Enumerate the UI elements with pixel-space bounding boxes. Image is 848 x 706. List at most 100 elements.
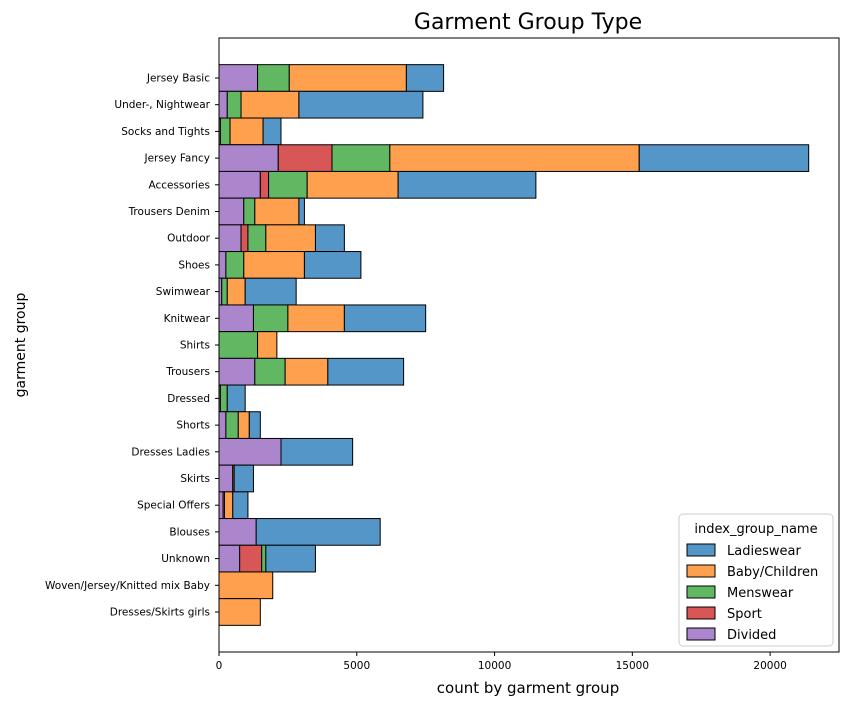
bar-divided bbox=[218, 544, 241, 573]
bars-group bbox=[218, 64, 810, 626]
plot-frame bbox=[218, 37, 840, 653]
y-tick-label: Under-, Nightwear bbox=[114, 99, 210, 111]
bar-ladieswear bbox=[397, 170, 537, 199]
bar-baby-children bbox=[287, 304, 345, 333]
bar-baby-children bbox=[226, 277, 246, 306]
bar-divided bbox=[218, 144, 279, 172]
bar-baby-children bbox=[257, 331, 278, 359]
legend-box bbox=[678, 513, 834, 647]
bar-menswear bbox=[225, 411, 239, 439]
x-tick-label: 0 bbox=[216, 660, 223, 672]
y-tick-label: Unknown bbox=[161, 553, 210, 565]
legend-swatch bbox=[686, 627, 716, 641]
bar-divided bbox=[218, 251, 227, 279]
x-tick-label: 5000 bbox=[343, 660, 370, 672]
y-axis-label: garment group bbox=[13, 293, 29, 398]
bar-ladieswear bbox=[638, 144, 810, 172]
y-tick-label: Trousers Denim bbox=[128, 206, 210, 218]
y-tick-label: Shorts bbox=[176, 420, 210, 432]
bar-divided bbox=[218, 491, 224, 520]
legend-title: index_group_name bbox=[694, 522, 817, 537]
legend-entry: Sport bbox=[727, 607, 762, 622]
bar-sport bbox=[277, 144, 333, 172]
y-tick-label: Socks and Tights bbox=[121, 126, 210, 138]
bar-sport bbox=[239, 544, 263, 573]
bar-ladieswear bbox=[265, 544, 316, 573]
bar-ladieswear bbox=[255, 518, 381, 546]
bar-menswear bbox=[218, 331, 259, 359]
bar-divided bbox=[218, 304, 254, 333]
bar-menswear bbox=[254, 357, 286, 386]
bar-ladieswear bbox=[226, 384, 246, 413]
y-tick-label: Outdoor bbox=[167, 233, 211, 245]
y-tick-label: Trousers bbox=[165, 366, 210, 378]
legend-entry: Ladieswear bbox=[727, 544, 801, 559]
bar-menswear bbox=[257, 64, 290, 92]
y-tick-label: Jersey Basic bbox=[146, 73, 210, 85]
bar-baby-children bbox=[284, 357, 329, 386]
bar-divided bbox=[218, 437, 282, 466]
chart-title: Garment Group Type bbox=[414, 10, 642, 35]
y-tick-label: Special Offers bbox=[137, 500, 210, 512]
y-tick-label: Blouses bbox=[169, 526, 210, 538]
legend-entry: Menswear bbox=[727, 586, 794, 601]
y-tick-label: Accessories bbox=[148, 179, 210, 191]
bar-baby-children bbox=[389, 144, 640, 172]
bar-baby-children bbox=[218, 571, 274, 600]
bar-ladieswear bbox=[327, 357, 405, 386]
bar-divided bbox=[218, 90, 228, 119]
x-axis-label: count by garment group bbox=[437, 679, 619, 697]
y-tick-label: Dresses/Skirts girls bbox=[110, 607, 210, 619]
y-axis: Jersey Basic Under-, Nightwear Socks and T… bbox=[45, 73, 219, 619]
bar-ladieswear bbox=[298, 197, 305, 226]
bar-baby-children bbox=[254, 197, 300, 226]
bar-menswear bbox=[219, 117, 231, 146]
x-axis: 0 5000 10000 15000 20000 bbox=[216, 652, 787, 672]
bar-menswear bbox=[247, 224, 267, 253]
bar-menswear bbox=[219, 384, 228, 413]
y-tick-label: Shirts bbox=[180, 340, 210, 352]
bar-baby-children bbox=[306, 170, 399, 199]
x-tick-label: 15000 bbox=[616, 660, 649, 672]
bar-menswear bbox=[261, 544, 267, 573]
bar-ladieswear bbox=[280, 437, 354, 466]
bar-baby-children bbox=[288, 64, 407, 92]
legend-swatch bbox=[686, 543, 716, 557]
bar-divided bbox=[218, 197, 245, 226]
x-tick-label: 20000 bbox=[753, 660, 786, 672]
bar-baby-children bbox=[229, 117, 264, 146]
bar-menswear bbox=[252, 304, 289, 333]
bar-baby-children bbox=[237, 411, 250, 439]
bar-ladieswear bbox=[262, 117, 282, 146]
bar-ladieswear bbox=[303, 251, 362, 279]
bar-divided bbox=[218, 464, 234, 493]
bar-sport bbox=[240, 224, 249, 253]
legend: index_group_name Ladieswear Baby/Children M… bbox=[678, 513, 834, 647]
y-tick-label: Knitwear bbox=[164, 313, 211, 325]
bar-baby-children bbox=[218, 598, 261, 626]
y-tick-label: Swimwear bbox=[156, 286, 211, 298]
legend-entry: Baby/Children bbox=[727, 565, 818, 580]
bar-baby-children bbox=[265, 224, 316, 253]
bar-ladieswear bbox=[298, 90, 424, 119]
bar-baby-children bbox=[240, 90, 300, 119]
y-tick-label: Shoes bbox=[178, 259, 210, 271]
bar-ladieswear bbox=[314, 224, 345, 253]
y-tick-label: Dresses Ladies bbox=[131, 446, 210, 458]
bar-menswear bbox=[268, 170, 308, 199]
bar-baby-children bbox=[224, 491, 234, 520]
bar-menswear bbox=[243, 197, 256, 226]
bar-baby-children bbox=[243, 251, 305, 279]
bar-divided bbox=[218, 518, 257, 546]
bar-ladieswear bbox=[233, 464, 254, 493]
legend-swatch bbox=[686, 564, 716, 578]
y-tick-label: Jersey Fancy bbox=[143, 153, 210, 165]
bar-divided bbox=[218, 411, 227, 439]
bar-menswear bbox=[221, 277, 228, 306]
bar-sport bbox=[259, 170, 270, 199]
bar-ladieswear bbox=[244, 277, 297, 306]
bar-menswear bbox=[226, 90, 242, 119]
y-tick-label: Dressed bbox=[167, 393, 210, 405]
y-tick-label: Woven/Jersey/Knitted mix Baby bbox=[45, 580, 210, 592]
